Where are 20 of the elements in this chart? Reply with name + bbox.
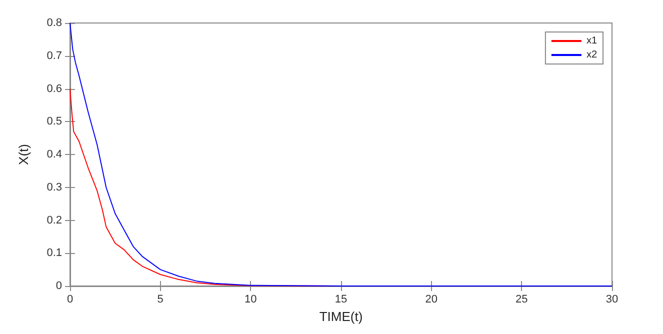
legend-label: x1 bbox=[586, 36, 598, 46]
y-tick-label: 0.1 bbox=[46, 247, 62, 260]
y-tick-label: 0.4 bbox=[46, 148, 62, 160]
y-axis-title: X(t) bbox=[16, 144, 31, 165]
y-tick-label: 0.8 bbox=[46, 17, 62, 29]
x-tick-label: 15 bbox=[334, 294, 348, 306]
x-tick-label: 25 bbox=[516, 294, 528, 306]
x-axis-title: TIME(t) bbox=[319, 308, 363, 324]
x-tick-label: 5 bbox=[157, 294, 164, 306]
y-tick-label: 0.3 bbox=[46, 181, 62, 194]
y-tick-label: 0.6 bbox=[46, 82, 62, 95]
x-tick-label: 10 bbox=[244, 294, 257, 306]
x-tick-label: 0 bbox=[66, 294, 74, 306]
x-tick-label: 30 bbox=[606, 294, 618, 306]
y-tick-label: 0.2 bbox=[46, 214, 62, 226]
x-tick-label: 20 bbox=[425, 294, 438, 306]
y-tick-label: 0 bbox=[56, 280, 62, 292]
legend-label: x2 bbox=[586, 50, 598, 60]
y-tick-label: 0.5 bbox=[46, 116, 62, 128]
y-tick-label: 0.7 bbox=[46, 50, 62, 62]
